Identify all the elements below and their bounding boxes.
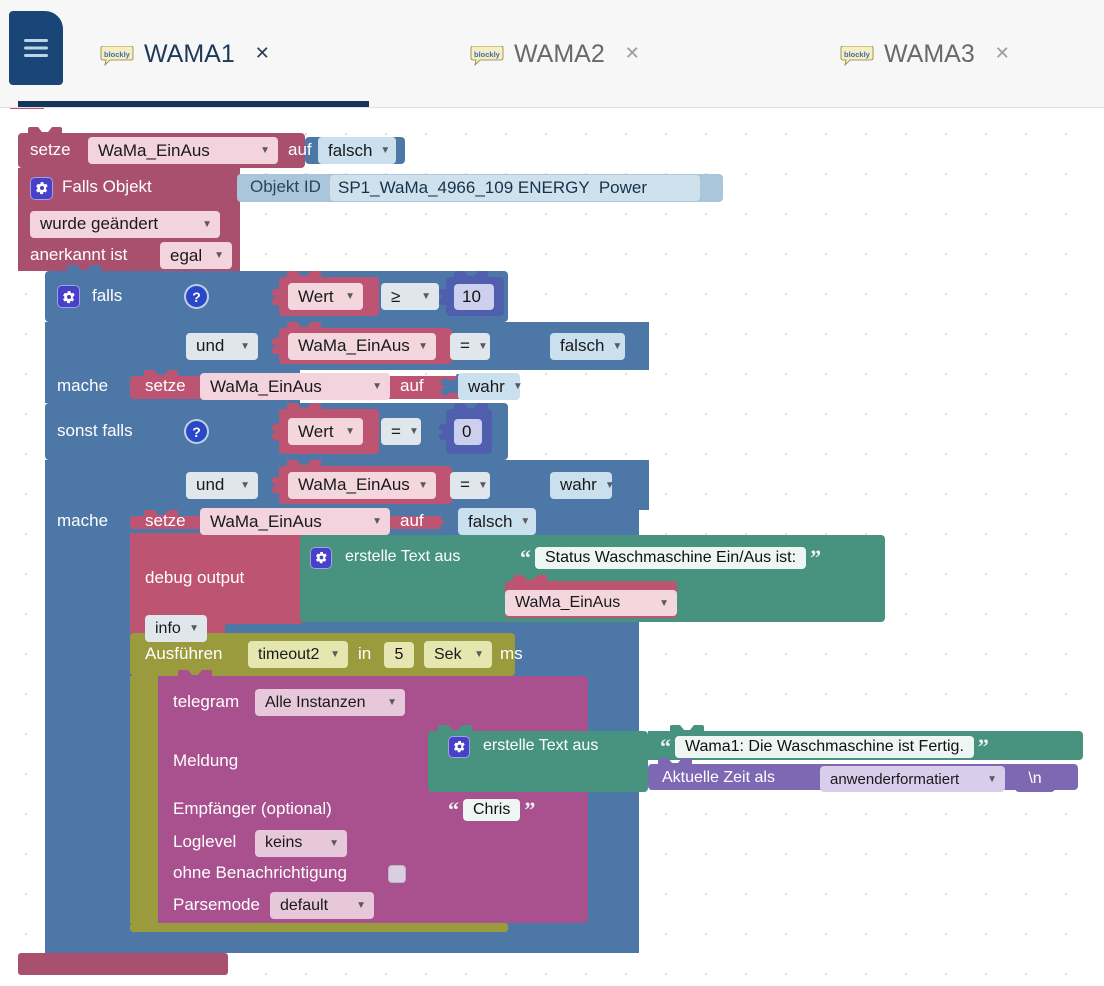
svg-text:blockly: blockly bbox=[474, 50, 501, 59]
svg-text:blockly: blockly bbox=[104, 50, 131, 59]
svg-text:blockly: blockly bbox=[844, 50, 871, 59]
